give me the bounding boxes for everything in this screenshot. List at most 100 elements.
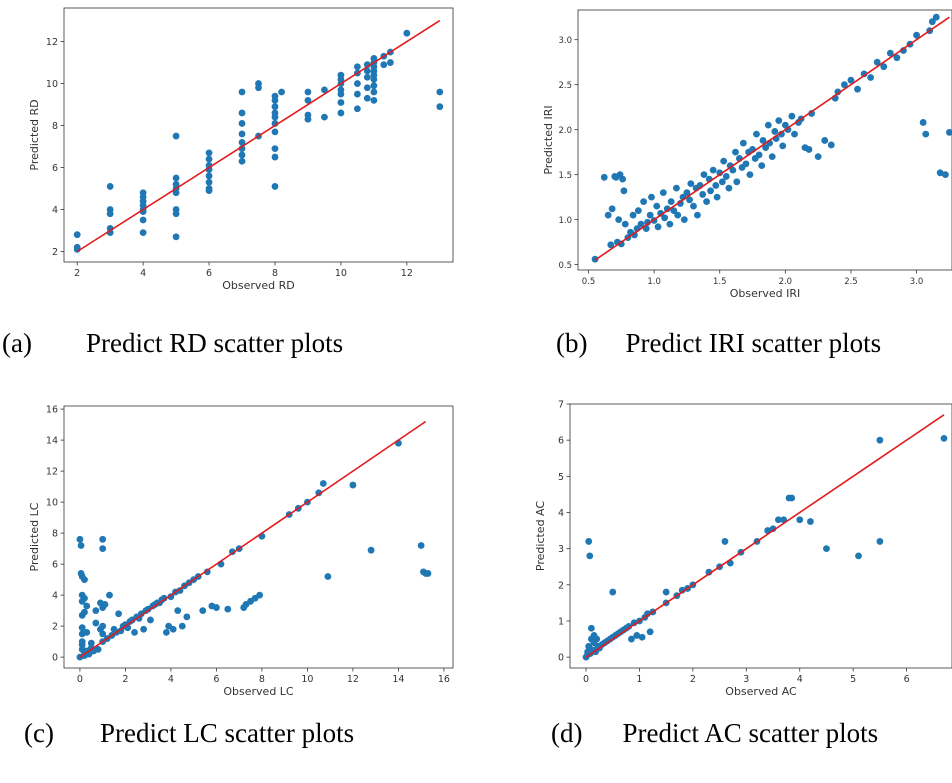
- x-tick-label: 4: [140, 268, 146, 279]
- caption-a: (a) Predict RD scatter plots: [2, 328, 343, 359]
- data-point: [315, 489, 323, 497]
- data-point: [370, 96, 378, 104]
- y-tick-label: 16: [46, 405, 58, 416]
- data-point: [638, 633, 646, 641]
- x-tick-label: 14: [392, 674, 404, 685]
- data-point: [670, 207, 678, 215]
- caption-d-text: Predict AC scatter plots: [622, 718, 879, 748]
- data-point: [271, 103, 279, 111]
- data-point: [721, 538, 729, 545]
- x-tick-label: 12: [401, 268, 413, 279]
- scatter-chart-3: 0 2 4 6 8 10 12 14 16 0 2 4 6 8 10 12 14 16 Observed LC Pre…: [28, 405, 454, 698]
- x-tick-label: 2: [690, 674, 696, 685]
- data-point: [324, 573, 332, 580]
- data-point: [213, 604, 220, 611]
- data-point: [436, 88, 444, 96]
- data-point: [353, 63, 361, 71]
- x-tick-label: 2.5: [844, 277, 858, 287]
- data-point: [139, 216, 147, 224]
- data-point: [808, 110, 815, 117]
- y-axis-label: Predicted AC: [534, 501, 547, 571]
- data-point: [99, 630, 107, 638]
- x-tick-label: 4: [168, 674, 174, 685]
- data-point: [92, 619, 100, 627]
- data-point: [615, 216, 623, 224]
- data-point: [370, 75, 378, 83]
- data-point: [83, 628, 91, 636]
- x-axis-label: Observed LC: [223, 685, 294, 698]
- data-point: [73, 231, 81, 239]
- fit-line: [594, 16, 950, 261]
- data-point: [271, 128, 279, 136]
- data-point: [646, 628, 654, 636]
- data-point: [106, 591, 113, 599]
- x-tick-label: 10: [301, 674, 313, 685]
- data-point: [363, 73, 371, 81]
- data-point: [729, 166, 737, 174]
- y-tick-label: 10: [46, 498, 58, 509]
- data-point: [680, 216, 688, 224]
- data-point: [238, 130, 246, 138]
- scatter-chart-1: 2 4 6 8 10 12 2 4 6 8 10 12 Observed RD Predicted RD: [28, 7, 454, 292]
- data-point: [634, 207, 642, 215]
- data-marks: [582, 414, 948, 661]
- fit-line: [585, 414, 945, 658]
- data-point: [586, 552, 594, 560]
- data-point: [169, 625, 177, 633]
- data-point: [673, 184, 680, 192]
- data-point: [256, 591, 264, 599]
- caption-d-letter: (d): [551, 718, 583, 748]
- caption-b-text: Predict IRI scatter plots: [625, 328, 882, 358]
- data-point: [174, 607, 182, 615]
- data-point: [176, 587, 184, 594]
- data-point: [648, 193, 655, 201]
- data-point: [873, 58, 881, 66]
- data-point: [686, 196, 693, 204]
- data-point: [81, 608, 88, 616]
- data-point: [139, 229, 147, 237]
- data-point: [172, 189, 180, 197]
- data-point: [900, 47, 907, 54]
- data-point: [788, 494, 796, 502]
- y-tick-label: 5: [558, 472, 564, 483]
- x-tick-label: 0: [583, 674, 589, 685]
- data-point: [775, 117, 783, 125]
- data-point: [791, 130, 798, 138]
- data-point: [370, 82, 378, 90]
- data-point: [106, 183, 114, 190]
- data-point: [690, 202, 697, 210]
- data-point: [593, 635, 601, 643]
- data-point: [637, 220, 645, 228]
- y-tick-label: 12: [46, 37, 58, 48]
- data-point: [99, 535, 107, 543]
- data-point: [337, 90, 345, 98]
- data-point: [172, 233, 180, 241]
- data-point: [707, 187, 714, 195]
- data-point: [83, 602, 91, 610]
- data-point: [363, 67, 371, 75]
- data-point: [436, 103, 444, 111]
- y-axis-label: Predicted RD: [28, 99, 41, 170]
- data-point: [855, 552, 862, 560]
- data-point: [759, 137, 767, 144]
- data-point: [919, 119, 927, 126]
- data-point: [353, 105, 361, 113]
- data-point: [758, 162, 766, 170]
- data-point: [162, 628, 170, 636]
- data-marks: [76, 420, 432, 661]
- x-tick-label: 2.0: [779, 277, 793, 287]
- data-point: [620, 187, 628, 195]
- data-point: [644, 610, 651, 618]
- data-point: [742, 160, 750, 168]
- data-point: [172, 174, 180, 182]
- data-point: [942, 171, 949, 179]
- data-point: [99, 545, 107, 553]
- data-point: [932, 13, 940, 21]
- x-axis-label: Observed AC: [725, 685, 797, 698]
- data-point: [87, 639, 95, 647]
- data-point: [94, 645, 102, 653]
- data-point: [81, 576, 88, 584]
- data-point: [713, 193, 721, 201]
- data-point: [880, 63, 888, 71]
